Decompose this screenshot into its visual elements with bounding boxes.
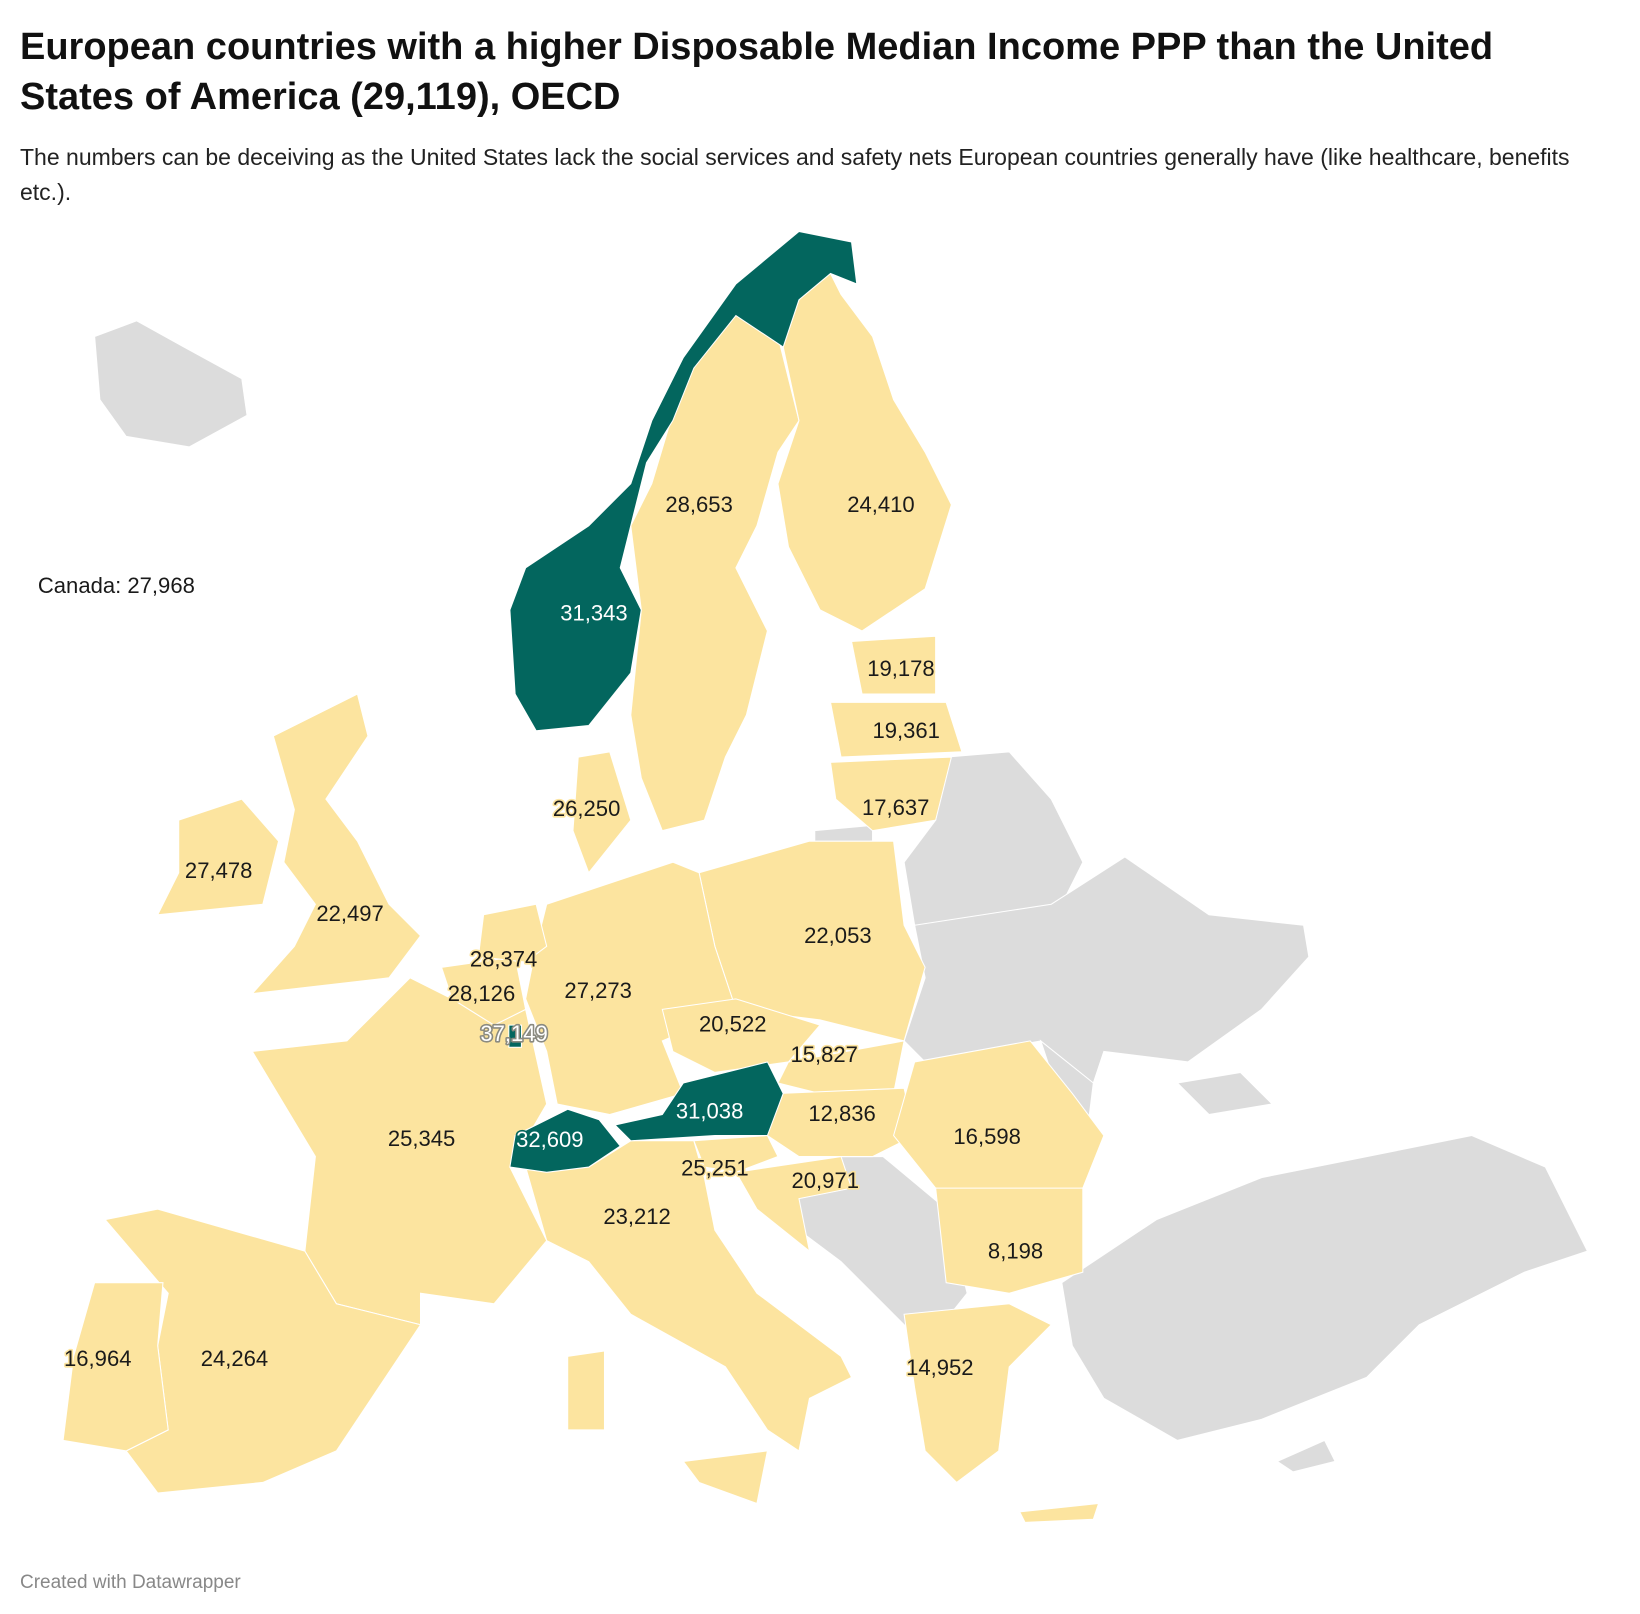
label-croatia: 20,971 <box>792 1168 859 1193</box>
italy <box>524 1140 853 1452</box>
label-germany: 27,273 <box>564 978 631 1003</box>
ukraine <box>903 856 1310 1116</box>
label-bulgaria: 8,198 <box>988 1239 1043 1264</box>
label-belgium: 28,126 <box>448 981 515 1006</box>
label-romania: 16,598 <box>953 1124 1020 1149</box>
label-norway: 31,343 <box>560 600 627 625</box>
sicily <box>682 1450 769 1505</box>
sweden <box>630 314 800 832</box>
iceland <box>94 320 248 448</box>
label-austria: 31,038 <box>676 1099 743 1124</box>
austria <box>613 1061 784 1142</box>
luxembourg <box>508 1024 522 1048</box>
label-latvia: 19,361 <box>872 718 939 743</box>
label-ireland: 27,478 <box>185 858 252 883</box>
estonia <box>850 635 937 695</box>
label-portugal: 16,964 <box>64 1346 131 1371</box>
label-netherlands: 28,374 <box>470 946 537 971</box>
crimea <box>1176 1071 1274 1116</box>
ireland <box>156 798 280 916</box>
greece <box>903 1303 1053 1484</box>
label-slovenia: 25,251 <box>681 1155 748 1180</box>
canada-annotation: Canada: 27,968 <box>38 573 195 598</box>
latvia <box>829 701 963 758</box>
above-us-countries <box>508 230 858 1173</box>
label-slovakia: 15,827 <box>790 1042 857 1067</box>
turkey <box>1061 1134 1589 1441</box>
sardinia <box>567 1350 606 1431</box>
label-spain: 24,264 <box>201 1346 268 1371</box>
slovenia <box>693 1134 779 1173</box>
label-greece: 14,952 <box>906 1355 973 1380</box>
norway <box>509 230 858 732</box>
netherlands <box>477 903 548 963</box>
uk <box>250 693 422 995</box>
label-poland: 22,053 <box>804 923 871 948</box>
chart-subtitle: The numbers can be deceiving as the Unit… <box>20 144 1570 205</box>
below-us-countries <box>62 272 1105 1523</box>
label-sweden: 28,653 <box>665 492 732 517</box>
label-france: 25,345 <box>388 1126 455 1151</box>
label-italy: 23,212 <box>603 1204 670 1229</box>
value-labels: 31,343 28,653 24,410 19,178 19,361 17,63… <box>38 491 1045 1382</box>
label-hungary: 12,836 <box>808 1101 875 1126</box>
portugal <box>62 1282 169 1452</box>
switzerland <box>509 1108 622 1173</box>
denmark <box>572 751 632 874</box>
no-data-regions <box>94 320 1589 1473</box>
label-finland: 24,410 <box>847 492 914 517</box>
bulgaria <box>935 1187 1084 1294</box>
label-lithuania: 17,637 <box>862 795 929 820</box>
croatia <box>735 1155 853 1253</box>
crete <box>1018 1502 1100 1523</box>
label-uk: 22,497 <box>316 901 383 926</box>
label-switzerland: 32,609 <box>516 1127 583 1152</box>
cyprus <box>1276 1439 1336 1473</box>
label-estonia: 19,178 <box>867 656 934 681</box>
label-luxembourg: 37,149 <box>480 1021 547 1046</box>
label-denmark: 26,250 <box>553 796 620 821</box>
label-czechia: 20,522 <box>699 1011 766 1036</box>
finland <box>777 272 952 632</box>
lithuania <box>829 756 953 832</box>
datawrapper-credit[interactable]: Created with Datawrapper <box>20 1572 241 1593</box>
chart-title: European countries with a higher Disposa… <box>20 26 1494 118</box>
